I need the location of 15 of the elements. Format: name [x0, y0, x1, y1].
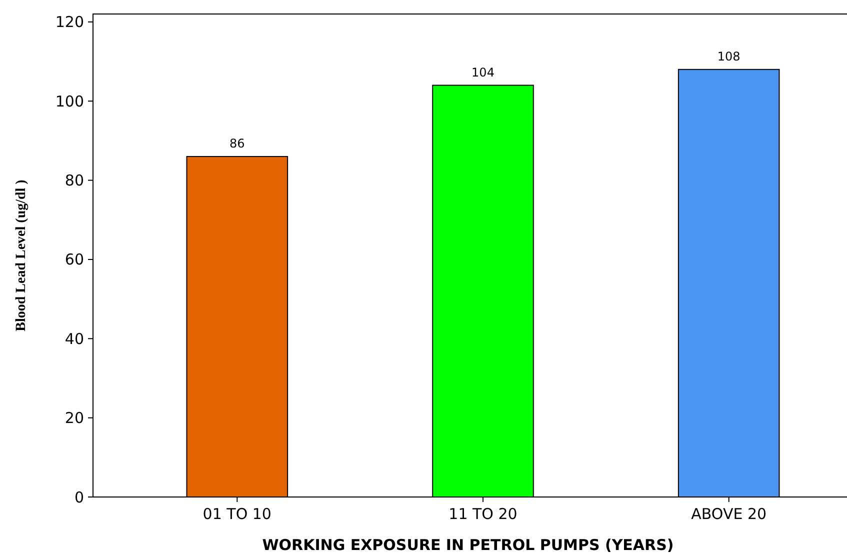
- x-tick-label: 01 TO 10: [202, 505, 272, 523]
- y-axis-title: Blood Lead Level (ug/dl ): [14, 179, 29, 332]
- data-label: 108: [717, 49, 740, 64]
- data-label: 104: [472, 65, 494, 80]
- y-tick-label: 100: [55, 92, 84, 110]
- y-tick-label: 40: [64, 330, 84, 348]
- x-tick-label: ABOVE 20: [691, 505, 767, 523]
- data-label: 86: [230, 136, 245, 151]
- x-tick-label: 11 TO 20: [448, 505, 518, 523]
- x-axis-title: WORKING EXPOSURE IN PETROL PUMPS (YEARS): [262, 536, 674, 554]
- y-tick-label: 80: [64, 172, 84, 190]
- y-tick-label: 60: [64, 250, 84, 269]
- y-tick-label: 120: [55, 13, 84, 32]
- y-tick-label: 0: [74, 488, 84, 506]
- y-tick-label: 20: [64, 409, 84, 428]
